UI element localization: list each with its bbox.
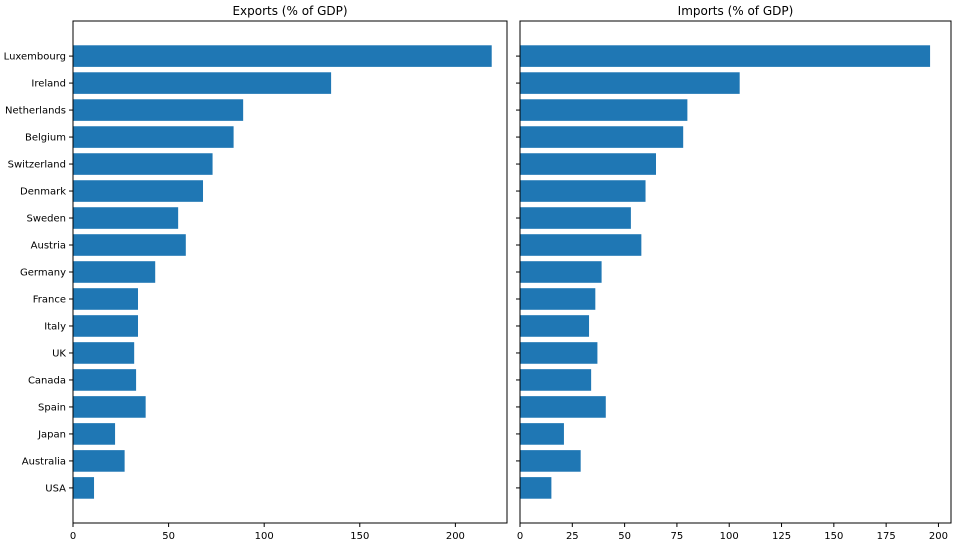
imports-bar-australia (520, 450, 581, 472)
imports-bar-japan (520, 423, 564, 445)
imports-bar-ireland (520, 72, 740, 94)
imports-x-tick-label: 75 (671, 531, 684, 540)
imports-bar-germany (520, 261, 602, 283)
imports-x-tick-label: 175 (877, 531, 896, 540)
exports-bar-belgium (73, 126, 234, 148)
exports-bar-austria (73, 234, 186, 256)
imports-x-tick-label: 150 (824, 531, 843, 540)
exports-y-tick-label: Germany (20, 268, 66, 279)
exports-y-tick-label: Spain (38, 402, 66, 413)
exports-y-tick-label: Canada (28, 375, 66, 386)
exports-y-tick-label: UK (52, 348, 66, 359)
imports-bar-austria (520, 234, 642, 256)
exports-axes: 0 50 100 150 200 Luxembourg Ireland Netherlands… (4, 4, 508, 540)
exports-y-tick-label: Australia (22, 456, 66, 467)
imports-bar-sweden (520, 207, 631, 229)
imports-x-tick-label: 25 (566, 531, 579, 540)
exports-x-tick-label: 0 (70, 531, 76, 540)
exports-bar-denmark (73, 180, 204, 202)
exports-bar-switzerland (73, 153, 213, 175)
exports-x-tick-label: 200 (446, 531, 465, 540)
imports-bar-spain (520, 396, 606, 418)
exports-y-tick-label: Switzerland (8, 160, 66, 171)
exports-bar-italy (73, 315, 139, 337)
exports-bar-netherlands (73, 99, 244, 121)
imports-bar-luxembourg (520, 45, 931, 67)
exports-bar-ireland (73, 72, 332, 94)
imports-bar-switzerland (520, 153, 656, 175)
exports-bar-japan (73, 423, 116, 445)
imports-x-tick-label: 125 (772, 531, 791, 540)
imports-axes: 0 25 50 75 100 125 150 175 200 Imports (% of GDP) (516, 4, 952, 540)
exports-bar-usa (73, 477, 95, 499)
exports-y-tick-label: Sweden (26, 214, 66, 225)
exports-x-tick-label: 50 (162, 531, 175, 540)
exports-bar-canada (73, 369, 137, 391)
imports-bar-netherlands (520, 99, 688, 121)
exports-bar-australia (73, 450, 125, 472)
exports-y-tick-label: Ireland (31, 79, 66, 90)
exports-bar-germany (73, 261, 156, 283)
exports-bar-luxembourg (73, 45, 492, 67)
imports-x-tick-label: 200 (929, 531, 948, 540)
exports-y-tick-label: Denmark (20, 187, 66, 198)
exports-chart-title: Exports (% of GDP) (232, 4, 347, 18)
exports-bar-uk (73, 342, 135, 364)
imports-x-tick-label: 50 (618, 531, 631, 540)
imports-bar-usa (520, 477, 552, 499)
imports-bar-uk (520, 342, 598, 364)
exports-y-tick-label: Austria (31, 241, 66, 252)
imports-bar-italy (520, 315, 590, 337)
exports-y-tick-label: Luxembourg (4, 52, 66, 63)
imports-bar-denmark (520, 180, 646, 202)
exports-x-tick-label: 100 (255, 531, 274, 540)
imports-bar-france (520, 288, 596, 310)
exports-bar-spain (73, 396, 146, 418)
imports-bar-belgium (520, 126, 684, 148)
exports-y-tick-label: Belgium (25, 133, 66, 144)
exports-y-tick-label: Netherlands (5, 106, 66, 117)
imports-x-tick-label: 0 (517, 531, 523, 540)
exports-bar-sweden (73, 207, 179, 229)
exports-y-tick-label: Japan (37, 429, 66, 440)
imports-x-tick-label: 100 (720, 531, 739, 540)
exports-y-tick-label: USA (45, 483, 66, 494)
imports-chart-title: Imports (% of GDP) (678, 4, 794, 18)
exports-bar-france (73, 288, 139, 310)
imports-bar-canada (520, 369, 592, 391)
exports-x-tick-label: 150 (350, 531, 369, 540)
exports-y-tick-label: Italy (44, 321, 66, 332)
exports-y-tick-label: France (33, 294, 66, 305)
